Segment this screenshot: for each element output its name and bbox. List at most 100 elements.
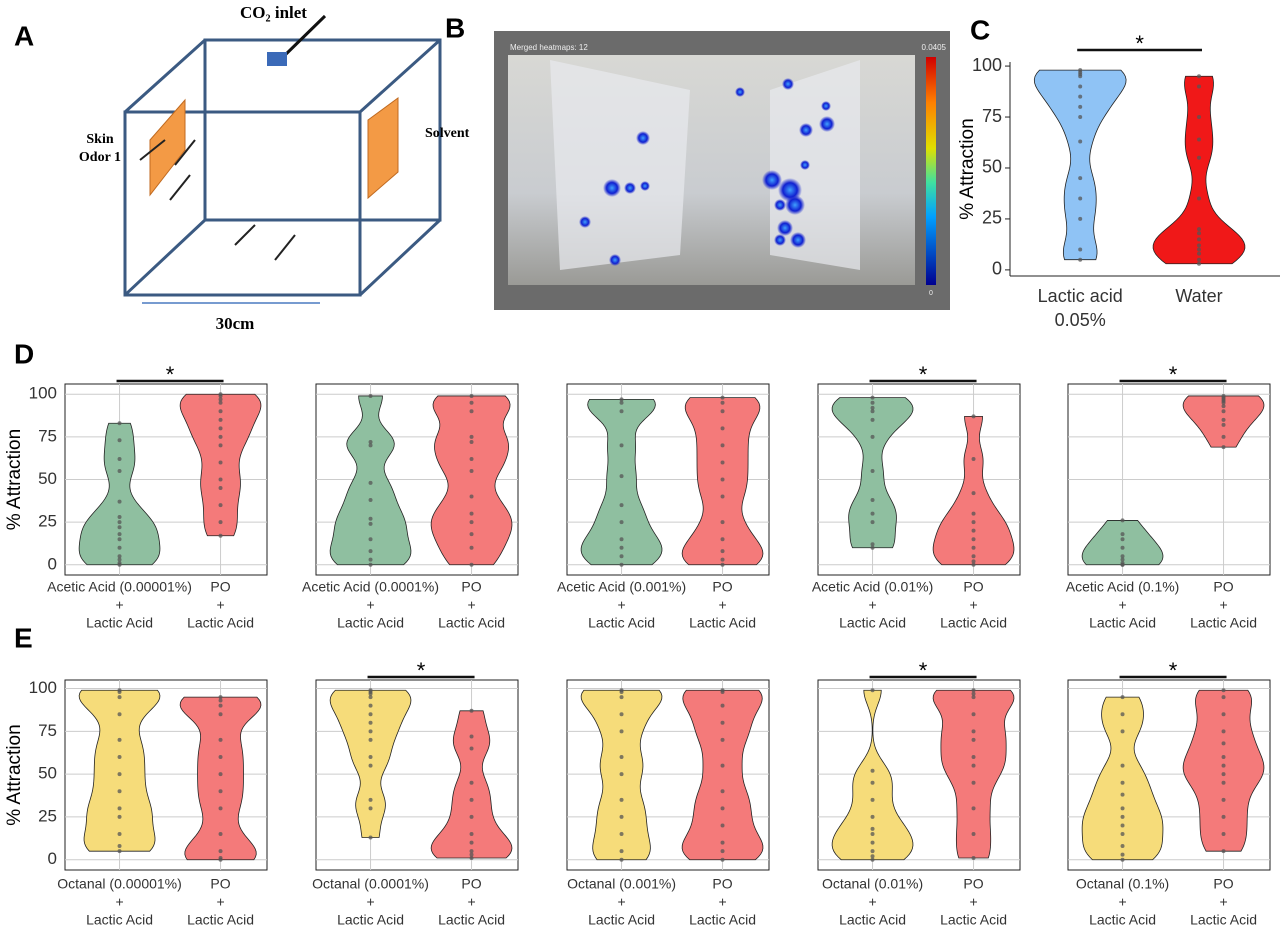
data-point: [870, 542, 875, 547]
y-tick-label: 25: [38, 512, 57, 531]
solvent-pad: [367, 97, 399, 200]
data-point: [870, 511, 875, 516]
data-point: [1221, 814, 1226, 819]
violin: [681, 689, 764, 861]
x-tick-label: Octanal (0.1%): [1076, 876, 1169, 892]
data-point: [1120, 844, 1125, 849]
data-point: [469, 393, 474, 398]
data-point: [720, 806, 725, 811]
x-tick-label: Octanal (0.01%): [822, 876, 923, 892]
data-point: [1078, 139, 1083, 144]
x-tick-label: Lactic Acid: [438, 912, 505, 928]
data-point: [1197, 84, 1201, 89]
data-point: [1221, 832, 1226, 837]
data-point: [1197, 247, 1201, 252]
data-point: [117, 814, 122, 819]
data-point: [1120, 532, 1125, 537]
data-point: [720, 460, 725, 465]
scale-label: 30cm: [216, 314, 255, 333]
data-point: [720, 477, 725, 482]
x-tick-label: +: [467, 894, 475, 910]
data-point: [720, 840, 725, 845]
data-point: [870, 417, 875, 422]
x-tick-label: PO: [712, 876, 732, 892]
data-point: [117, 832, 122, 837]
data-point: [870, 814, 875, 819]
x-tick-label: Acetic Acid (0.00001%): [47, 579, 192, 595]
y-tick-label: 75: [38, 426, 57, 445]
data-point: [619, 562, 624, 567]
data-point: [870, 395, 875, 400]
data-point: [218, 443, 223, 448]
inlet-tube: [280, 14, 327, 60]
violin-chart: Octanal (0.0001%) + Lactic Acid PO + Lactic A…: [312, 658, 519, 928]
data-point: [971, 511, 976, 516]
data-point: [218, 712, 223, 717]
significance-label: *: [417, 658, 426, 683]
data-point: [1221, 409, 1226, 414]
significance-label: *: [919, 658, 928, 683]
wall: [770, 60, 860, 270]
y-tick-label: 75: [38, 721, 57, 740]
data-point: [619, 814, 624, 819]
data-point: [971, 763, 976, 768]
data-point: [870, 857, 875, 862]
data-point: [117, 562, 122, 567]
odor-pad: [149, 98, 186, 197]
data-point: [971, 528, 976, 533]
data-point: [619, 474, 624, 479]
data-point: [1221, 741, 1226, 746]
data-point: [1120, 832, 1125, 837]
data-point: [117, 545, 122, 550]
y-tick-label: 100: [972, 55, 1002, 75]
data-point: [469, 746, 474, 751]
data-point: [469, 562, 474, 567]
data-point: [218, 806, 223, 811]
data-point: [720, 849, 725, 854]
data-point: [469, 797, 474, 802]
y-tick-label: 50: [38, 469, 57, 488]
x-tick-label: Water: [1175, 286, 1222, 306]
data-point: [720, 520, 725, 525]
data-point: [1221, 422, 1226, 427]
data-point: [1120, 729, 1125, 734]
data-point: [720, 789, 725, 794]
violin: [179, 393, 262, 537]
x-tick-label: Acetic Acid (0.1%): [1066, 579, 1180, 595]
data-point: [1078, 115, 1083, 120]
significance-label: *: [1135, 31, 1144, 56]
x-tick-label: Lactic Acid: [839, 615, 906, 631]
data-point: [1221, 763, 1226, 768]
data-point: [1120, 545, 1125, 550]
data-point: [117, 772, 122, 777]
data-point: [469, 832, 474, 837]
data-point: [1078, 257, 1083, 262]
x-tick-label: Lactic Acid: [337, 615, 404, 631]
data-point: [469, 468, 474, 473]
x-tick-label: +: [617, 894, 625, 910]
data-point: [1221, 404, 1226, 409]
data-point: [218, 832, 223, 837]
data-point: [117, 532, 122, 537]
x-tick-label: Lactic Acid: [588, 615, 655, 631]
data-point: [368, 439, 373, 444]
x-tick-label: +: [115, 894, 123, 910]
data-point: [1197, 115, 1201, 120]
data-point: [469, 780, 474, 785]
x-tick-label: Acetic Acid (0.001%): [557, 579, 686, 595]
data-point: [368, 695, 373, 700]
data-point: [619, 537, 624, 542]
data-point: [117, 557, 122, 562]
data-point: [870, 854, 875, 859]
data-point: [368, 729, 373, 734]
data-point: [1120, 763, 1125, 768]
data-point: [117, 689, 122, 694]
y-axis-label: % Attraction: [957, 118, 978, 219]
data-point: [368, 763, 373, 768]
data-point: [1197, 155, 1201, 160]
data-point: [368, 806, 373, 811]
data-point: [720, 703, 725, 708]
data-point: [1221, 400, 1226, 405]
data-point: [469, 494, 474, 499]
y-tick-label: 0: [48, 849, 57, 868]
